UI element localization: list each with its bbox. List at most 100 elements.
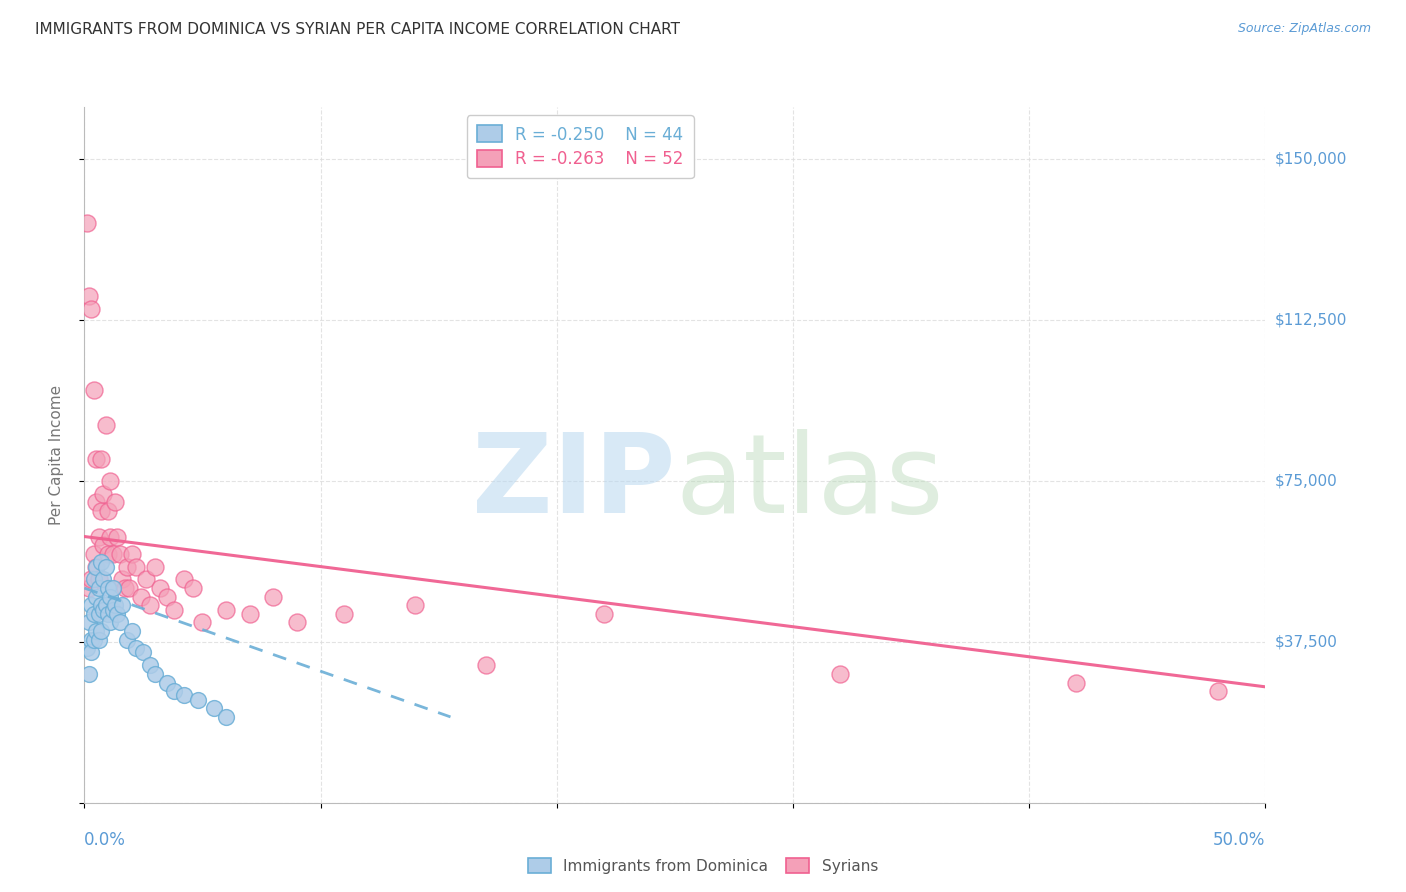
Y-axis label: Per Capita Income: Per Capita Income — [49, 384, 63, 525]
Point — [239, 607, 262, 621]
Point — [101, 602, 124, 616]
Point — [97, 504, 120, 518]
Point — [202, 701, 225, 715]
Legend: Immigrants from Dominica, Syrians: Immigrants from Dominica, Syrians — [522, 852, 884, 880]
Point — [129, 590, 152, 604]
Point — [475, 658, 498, 673]
Point — [91, 538, 114, 552]
Point — [173, 689, 195, 703]
Point — [91, 486, 114, 500]
Point — [84, 495, 107, 509]
Point — [94, 417, 117, 432]
Point — [107, 607, 129, 621]
Point — [98, 590, 121, 604]
Point — [77, 667, 100, 681]
Point — [83, 607, 105, 621]
Point — [104, 599, 127, 613]
Point — [77, 581, 100, 595]
Point — [80, 301, 103, 316]
Point — [87, 632, 110, 647]
Point — [121, 547, 143, 561]
Point — [181, 581, 204, 595]
Point — [125, 641, 148, 656]
Point — [87, 607, 110, 621]
Point — [98, 615, 121, 630]
Point — [77, 289, 100, 303]
Point — [84, 559, 107, 574]
Point — [80, 573, 103, 587]
Point — [101, 581, 124, 595]
Point — [215, 710, 238, 724]
Point — [90, 452, 112, 467]
Point — [187, 692, 209, 706]
Text: IMMIGRANTS FROM DOMINICA VS SYRIAN PER CAPITA INCOME CORRELATION CHART: IMMIGRANTS FROM DOMINICA VS SYRIAN PER C… — [35, 22, 681, 37]
Point — [114, 581, 136, 595]
Point — [80, 599, 103, 613]
Text: atlas: atlas — [675, 429, 943, 536]
Point — [115, 559, 138, 574]
Point — [87, 581, 110, 595]
Point — [98, 529, 121, 543]
Point — [84, 452, 107, 467]
Point — [90, 555, 112, 569]
Text: ZIP: ZIP — [471, 429, 675, 536]
Point — [94, 559, 117, 574]
Point — [132, 645, 155, 659]
Point — [91, 602, 114, 616]
Point — [83, 384, 105, 398]
Text: $112,500: $112,500 — [1275, 312, 1347, 327]
Point — [104, 495, 127, 509]
Point — [121, 624, 143, 638]
Point — [108, 547, 131, 561]
Point — [97, 547, 120, 561]
Point — [830, 667, 852, 681]
Point — [76, 641, 98, 656]
Point — [135, 573, 157, 587]
Point — [83, 632, 105, 647]
Point — [163, 602, 186, 616]
Text: $37,500: $37,500 — [1275, 634, 1339, 649]
Point — [90, 504, 112, 518]
Point — [83, 573, 105, 587]
Point — [111, 573, 134, 587]
Point — [156, 590, 179, 604]
Point — [163, 684, 186, 698]
Point — [107, 529, 129, 543]
Point — [125, 559, 148, 574]
Point — [90, 624, 112, 638]
Point — [98, 474, 121, 488]
Point — [84, 624, 107, 638]
Text: 50.0%: 50.0% — [1213, 831, 1265, 849]
Point — [108, 615, 131, 630]
Legend: R = -0.250    N = 44, R = -0.263    N = 52: R = -0.250 N = 44, R = -0.263 N = 52 — [467, 115, 693, 178]
Point — [80, 632, 103, 647]
Point — [115, 632, 138, 647]
Text: $75,000: $75,000 — [1275, 473, 1339, 488]
Point — [111, 599, 134, 613]
Point — [191, 615, 214, 630]
Point — [143, 559, 166, 574]
Point — [404, 599, 426, 613]
Point — [262, 590, 284, 604]
Point — [156, 675, 179, 690]
Point — [333, 607, 356, 621]
Point — [87, 573, 110, 587]
Point — [143, 667, 166, 681]
Text: $150,000: $150,000 — [1275, 151, 1347, 166]
Point — [215, 602, 238, 616]
Point — [1066, 675, 1088, 690]
Point — [118, 581, 141, 595]
Point — [173, 573, 195, 587]
Point — [87, 529, 110, 543]
Point — [84, 559, 107, 574]
Point — [91, 573, 114, 587]
Text: 0.0%: 0.0% — [84, 831, 127, 849]
Point — [77, 615, 100, 630]
Point — [101, 547, 124, 561]
Point — [84, 590, 107, 604]
Point — [80, 645, 103, 659]
Point — [285, 615, 308, 630]
Point — [76, 216, 98, 230]
Point — [90, 599, 112, 613]
Point — [1206, 684, 1229, 698]
